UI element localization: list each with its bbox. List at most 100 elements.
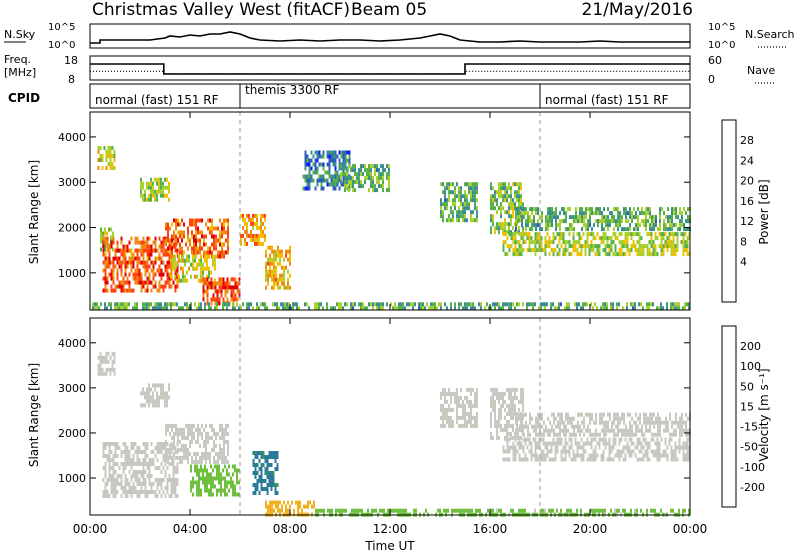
- range-time-cell: [651, 227, 653, 232]
- range-time-cell: [206, 285, 209, 290]
- range-time-cell: [285, 285, 287, 290]
- range-time-cell: [112, 256, 115, 261]
- range-time-cell: [202, 281, 205, 286]
- range-time-cell: [588, 232, 591, 237]
- range-time-cell: [645, 420, 647, 425]
- range-time-cell: [440, 407, 442, 412]
- range-time-cell: [601, 223, 603, 228]
- range-time-cell: [332, 150, 335, 155]
- range-time-cell: [494, 302, 496, 307]
- range-time-cell: [314, 166, 317, 171]
- range-time-cell: [181, 443, 183, 448]
- range-time-cell: [218, 285, 221, 290]
- range-time-cell: [450, 206, 452, 211]
- range-time-cell: [544, 508, 546, 513]
- range-time-cell: [260, 479, 263, 483]
- range-time-cell: [561, 416, 563, 421]
- range-time-cell: [134, 490, 137, 494]
- range-time-cell: [314, 306, 316, 311]
- range-time-cell: [326, 154, 329, 159]
- range-time-cell: [686, 437, 689, 442]
- range-time-cell: [191, 222, 193, 227]
- range-time-cell: [221, 242, 223, 247]
- range-time-cell: [448, 218, 450, 223]
- range-time-cell: [108, 494, 111, 498]
- range-time-cell: [178, 258, 180, 263]
- range-time-cell: [490, 202, 492, 207]
- range-time-cell: [512, 407, 514, 412]
- range-time-cell: [566, 449, 569, 454]
- range-time-cell: [154, 302, 156, 307]
- range-time-cell: [286, 306, 288, 311]
- range-time-cell: [105, 166, 108, 170]
- range-time-cell: [262, 463, 265, 467]
- range-time-cell: [527, 219, 529, 224]
- range-time-cell: [496, 222, 498, 227]
- range-time-cell: [344, 184, 346, 189]
- range-time-cell: [472, 415, 474, 420]
- range-time-cell: [669, 416, 671, 421]
- range-time-cell: [622, 449, 625, 454]
- range-time-cell: [348, 150, 351, 155]
- range-time-cell: [111, 367, 114, 372]
- range-time-cell: [650, 232, 653, 237]
- range-time-cell: [612, 437, 615, 442]
- range-time-cell: [287, 281, 289, 286]
- range-time-cell: [506, 190, 508, 195]
- range-time-cell: [638, 437, 641, 442]
- range-time-cell: [264, 233, 266, 238]
- range-time-cell: [213, 443, 215, 448]
- range-time-cell: [118, 260, 121, 265]
- range-time-cell: [167, 234, 169, 239]
- range-time-cell: [490, 415, 492, 420]
- range-time-cell: [376, 306, 378, 311]
- range-time-cell: [586, 244, 589, 249]
- range-time-cell: [564, 248, 567, 253]
- range-time-cell: [198, 468, 200, 473]
- range-time-cell: [220, 480, 222, 485]
- y-tick-label: 1000: [58, 267, 86, 280]
- x-tick-label: 20:00: [573, 522, 608, 536]
- range-time-cell: [266, 491, 269, 495]
- range-time-cell: [673, 223, 675, 228]
- range-time-cell: [578, 244, 581, 249]
- range-time-cell: [444, 198, 446, 203]
- range-time-cell: [214, 306, 216, 311]
- range-time-cell: [589, 211, 591, 216]
- range-time-cell: [341, 508, 343, 513]
- range-time-cell: [176, 262, 178, 267]
- range-time-cell: [508, 387, 510, 392]
- range-time-cell: [322, 162, 325, 167]
- range-time-cell: [580, 437, 583, 442]
- range-time-cell: [165, 250, 167, 255]
- range-time-cell: [282, 306, 284, 311]
- range-time-cell: [392, 306, 394, 311]
- range-time-cell: [170, 490, 173, 494]
- range-time-cell: [164, 470, 167, 474]
- range-time-cell: [468, 419, 470, 424]
- range-time-cell: [112, 466, 115, 470]
- range-time-cell: [574, 453, 577, 458]
- range-time-cell: [558, 252, 561, 257]
- range-time-cell: [651, 412, 653, 417]
- range-time-cell: [402, 306, 404, 311]
- range-time-cell: [466, 387, 468, 392]
- range-time-cell: [412, 306, 414, 311]
- range-time-cell: [474, 194, 476, 199]
- colorbar-tick-label: -200: [740, 481, 765, 494]
- range-time-cell: [444, 194, 446, 199]
- range-time-cell: [208, 285, 211, 290]
- range-time-cell: [592, 232, 595, 237]
- range-time-cell: [547, 211, 549, 216]
- range-time-cell: [577, 428, 579, 433]
- range-time-cell: [262, 221, 264, 226]
- range-time-cell: [227, 234, 229, 239]
- range-time-cell: [634, 453, 637, 458]
- range-time-cell: [144, 458, 147, 462]
- range-time-cell: [462, 407, 464, 412]
- range-time-cell: [648, 240, 651, 245]
- range-time-cell: [378, 306, 380, 311]
- range-time-cell: [206, 281, 209, 286]
- range-time-cell: [458, 194, 460, 199]
- range-time-cell: [576, 453, 579, 458]
